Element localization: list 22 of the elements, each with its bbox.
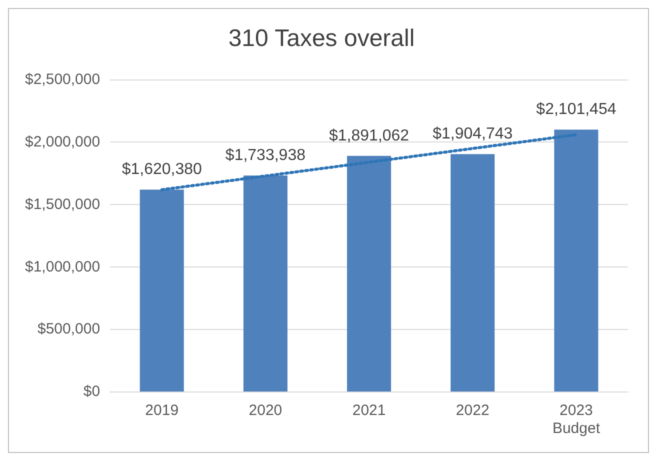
bar [554, 130, 598, 392]
y-tick-label: $500,000 [37, 320, 100, 338]
data-label: $1,904,743 [432, 126, 513, 143]
y-tick-label: $0 [83, 383, 100, 400]
x-tick-label: 2022 [456, 402, 490, 420]
y-tick-label: $1,500,000 [24, 196, 100, 213]
y-tick-label: $2,500,000 [24, 70, 100, 88]
bar [140, 190, 184, 392]
data-label: $1,733,938 [225, 146, 306, 164]
x-tick-label: 2021 [352, 402, 386, 420]
chart-title: 310 Taxes overall [228, 25, 415, 52]
x-tick-label: 2020 [248, 402, 282, 420]
data-label: $1,620,380 [122, 161, 202, 178]
bar [347, 156, 392, 392]
y-tick-label: $2,000,000 [24, 133, 100, 150]
y-tick-label: $1,000,000 [24, 258, 100, 276]
data-label: $2,101,454 [536, 100, 616, 118]
x-tick-label: 2023 Budget [552, 402, 601, 438]
x-tick-label: 2019 [145, 402, 179, 420]
bar [243, 175, 288, 392]
data-label: $1,891,062 [329, 127, 410, 144]
bar [450, 154, 495, 392]
